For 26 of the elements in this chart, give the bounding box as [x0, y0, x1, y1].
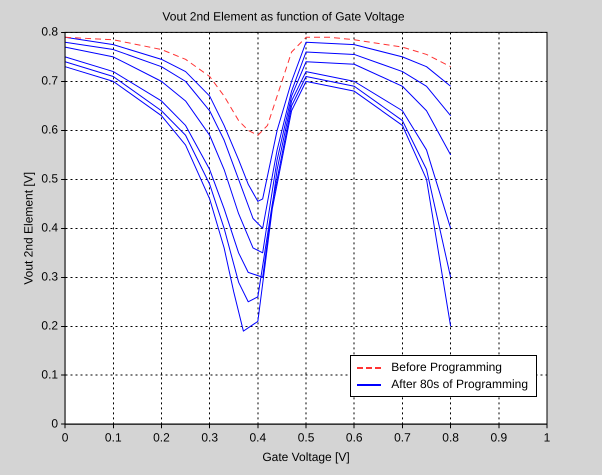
y-tick-label: 0.2: [41, 318, 58, 333]
x-tick-label: 0.7: [394, 430, 412, 445]
x-axis-title: Gate Voltage [V]: [262, 450, 350, 464]
x-tick-label: 0.4: [250, 430, 267, 445]
x-tick-label: 0.8: [442, 430, 460, 445]
x-tick-label: 0: [62, 430, 69, 445]
x-tick-label: 0.6: [346, 430, 363, 445]
x-tick-label: 0.2: [153, 430, 170, 445]
chart-title: Vout 2nd Element as function of Gate Voltage: [162, 10, 405, 24]
y-tick-label: 0: [51, 416, 58, 431]
x-tick-label: 0.9: [490, 430, 508, 445]
y-axis-title: Vout 2nd Element [V]: [22, 172, 36, 285]
y-tick-label: 0.8: [41, 24, 58, 39]
y-tick-label: 0.5: [41, 172, 58, 186]
legend-label: Before Programming: [391, 359, 502, 376]
x-tick-label: 1: [544, 430, 551, 445]
y-tick-label: 0.1: [41, 368, 58, 382]
x-tick-label: 0.5: [298, 430, 315, 445]
x-tick-label: 0.3: [201, 430, 218, 445]
x-tick-label: 0.1: [104, 430, 122, 445]
line-series: [65, 36, 452, 136]
y-tick-label: 0.4: [41, 220, 58, 235]
y-tick-label: 0.6: [41, 122, 58, 137]
y-tick-label: 0.3: [41, 270, 58, 284]
y-tick-label: 0.7: [41, 74, 58, 88]
legend-label: After 80s of Programming: [391, 376, 528, 393]
